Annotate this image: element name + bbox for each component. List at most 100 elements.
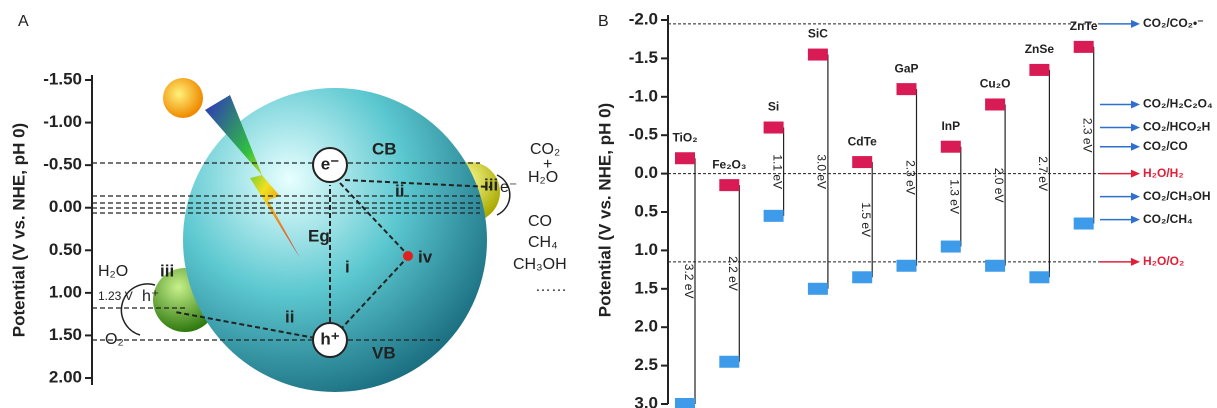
y-tick-label: 1.0 [634,240,658,259]
conduction-band [808,49,828,61]
figure: A B Potential (V vs. NHE, pH 0) Potentia… [0,0,1217,408]
redox-label: CO₂/CH₄ [1143,212,1193,226]
label: ii [395,181,404,200]
label: e⁻ [321,154,339,173]
arrow-head [1131,216,1140,224]
valence-band [1029,271,1049,283]
y-tick-label: 0.50 [49,240,82,259]
valence-band [852,271,872,283]
label: …… [535,278,567,295]
arrow-head [1131,258,1140,266]
label: CH₄ [528,234,558,251]
y-tick-label: 2.5 [634,355,658,374]
valence-band [941,241,961,253]
y-tick-label: -1.50 [43,69,82,88]
material-label: TiO₂ [672,130,697,144]
gap-label: 1.3 eV [948,179,962,214]
arrow-head [1131,193,1140,201]
material-label: GaP [894,61,918,75]
y-tick-label: 2.0 [634,317,658,336]
label: Eg [308,226,330,245]
label: h⁺ [320,329,339,348]
label: h⁺ [142,288,159,305]
y-tick-label: -1.0 [629,86,658,105]
label: iii [160,261,174,280]
conduction-band [1029,64,1049,76]
y-tick-label: 0.00 [49,197,82,216]
material-label: SiC [808,27,828,41]
y-axis-label: Potential (V vs. NHE, pH 0) [9,123,28,337]
y-tick-label: 3.0 [634,393,658,408]
panel-label: A [18,13,29,30]
gap-label: 2.0 eV [992,168,1006,203]
conduction-band [941,141,961,153]
gap-label: 3.2 eV [682,264,696,299]
arrow-head [1131,170,1140,178]
arrow-head [1131,20,1140,28]
arrow-head [1131,100,1140,108]
label: e⁻ [500,179,517,196]
label: H₂O [98,263,128,280]
redox-label: CO₂/CH₃OH [1143,189,1211,203]
material-label: Cu₂O [980,77,1011,91]
label: VB [372,343,396,362]
material-label: InP [941,119,960,133]
gap-label: 2.3 eV [1081,118,1095,153]
label: CH₃OH [513,256,567,273]
material-label: ZnSe [1025,42,1055,56]
y-tick-label: -0.50 [43,155,82,174]
conduction-band [852,156,872,168]
gap-label: 1.5 eV [859,202,873,237]
redox-label: CO₂/HCO₂H [1143,120,1210,134]
redox-label: CO₂/CO [1143,139,1188,153]
y-axis-label: Potential (V vs. NHE, pH 0) [595,103,614,317]
redox-label: CO₂/H₂C₂O₄ [1143,97,1213,111]
conduction-band [764,122,784,134]
arrow-head [1131,143,1140,151]
valence-band [1074,218,1094,230]
sun [163,78,203,118]
arrow-head [1131,124,1140,132]
label: H₂O [528,169,558,186]
valence-band [897,260,917,272]
conduction-band [985,98,1005,110]
valence-band [764,210,784,222]
valence-band [719,356,739,368]
recombination [403,251,413,261]
label: i [345,257,350,276]
y-tick-label: 1.50 [49,325,82,344]
label: ii [285,307,294,326]
conduction-band [719,179,739,191]
gap-label: 2.3 eV [903,160,917,195]
redox-label: H₂O/O₂ [1143,254,1184,268]
y-tick-label: -1.5 [629,48,658,67]
label: O₂ [105,331,124,348]
y-tick-label: 1.5 [634,278,658,297]
material-label: Fe₂O₃ [712,157,746,171]
material-label: CdTe [848,134,877,148]
valence-band [808,283,828,295]
label: CB [372,139,397,158]
y-tick-label: -2.0 [629,9,658,28]
label: CO [528,213,552,230]
panel-label: B [598,13,609,30]
gap-label: 3.0 eV [815,154,829,189]
conduction-band [675,152,695,164]
y-tick-label: -1.00 [43,112,82,131]
redox-label: H₂O/H₂ [1143,166,1184,180]
redox-label: CO₂/CO₂•⁻ [1143,16,1204,30]
y-tick-label: 0.5 [634,201,658,220]
gap-label: 2.2 eV [726,256,740,291]
label: iii [484,175,498,194]
label: iv [418,247,433,266]
valence-band [985,260,1005,272]
y-tick-label: 2.00 [49,367,82,386]
y-tick-label: -0.5 [629,125,658,144]
gap-label: 2.7 eV [1036,156,1050,191]
gap-label: 1.1 eV [770,154,784,189]
conduction-band [1074,41,1094,53]
material-label: ZnTe [1070,19,1098,33]
label: 1.23 V [98,289,133,303]
valence-band [675,398,695,408]
y-tick-label: 1.00 [49,282,82,301]
